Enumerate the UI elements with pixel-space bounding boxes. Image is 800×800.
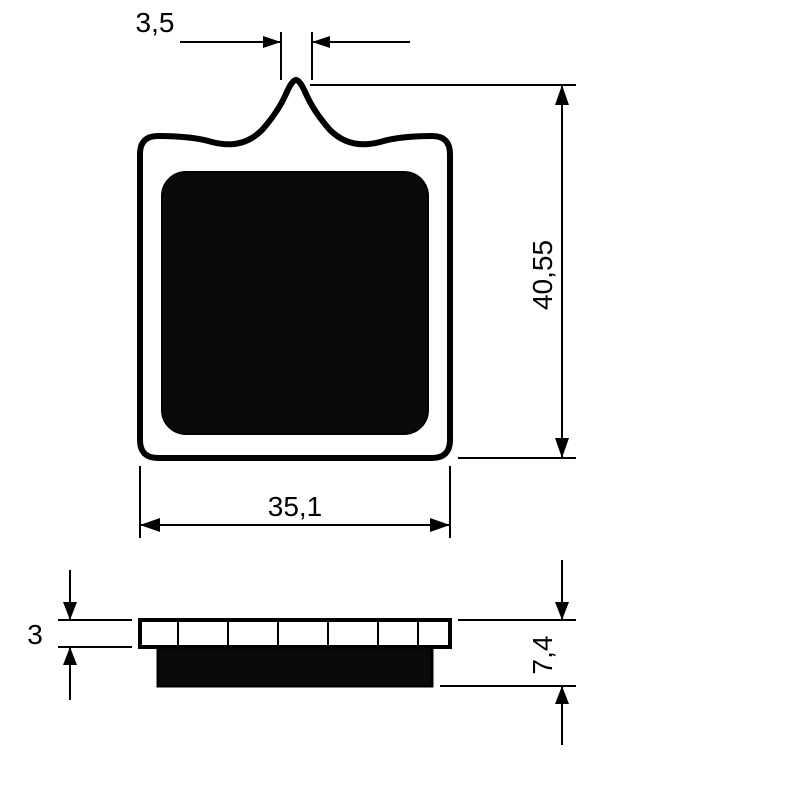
friction-pad xyxy=(162,172,428,434)
backing-strip xyxy=(140,620,450,647)
dim-width-text: 35,1 xyxy=(268,491,323,522)
dim-total: 7,4 xyxy=(440,560,576,745)
dim-tab-width: 3,5 xyxy=(136,7,410,80)
front-view xyxy=(140,80,450,458)
side-view xyxy=(140,620,450,686)
dim-tab-width-text: 3,5 xyxy=(136,7,175,38)
friction-strip xyxy=(158,647,432,686)
dim-backing-text: 3 xyxy=(27,619,43,650)
drawing-canvas: 3,5 35,1 40,55 3 xyxy=(0,0,800,800)
dim-width: 35,1 xyxy=(140,466,450,538)
dim-total-text: 7,4 xyxy=(527,636,558,675)
dim-height-text: 40,55 xyxy=(527,240,558,310)
dim-backing: 3 xyxy=(27,570,132,700)
